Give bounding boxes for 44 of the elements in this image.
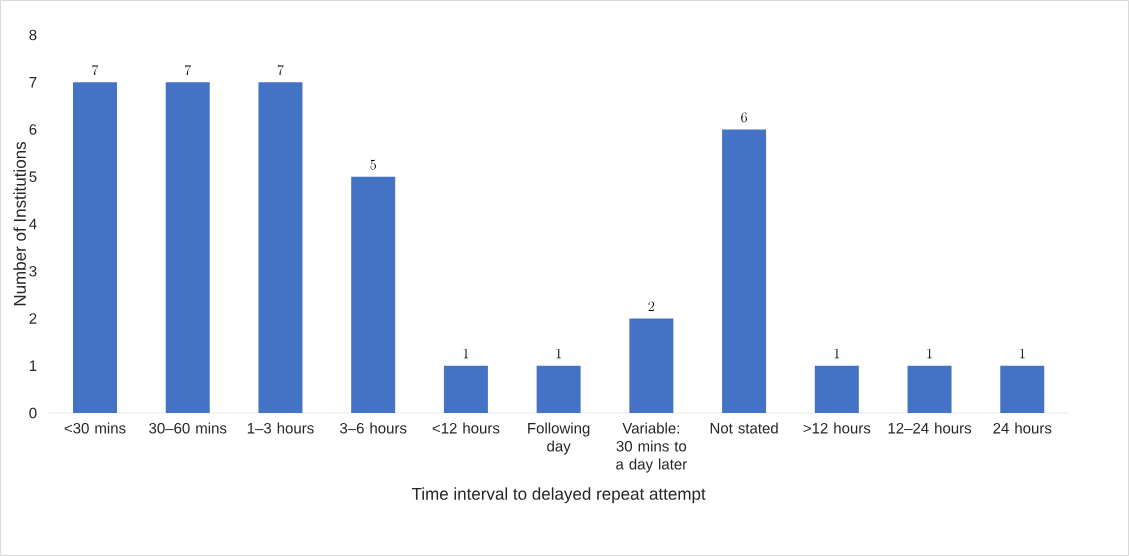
data-label: 6	[741, 112, 748, 123]
data-label: 2	[648, 301, 655, 311]
data-label: 1	[463, 348, 469, 359]
x-tick-label: 24 hours	[993, 422, 1052, 434]
bar	[258, 82, 303, 413]
x-tick-label: <30 mins	[64, 422, 126, 434]
bar	[536, 365, 581, 413]
bar	[722, 129, 767, 413]
data-label: 7	[277, 64, 284, 76]
x-tick-label: Following day	[528, 422, 590, 455]
bar	[165, 82, 210, 413]
y-tick-label: 8	[29, 29, 37, 41]
bar	[443, 365, 488, 413]
bar	[814, 365, 859, 413]
x-tick-label: 30–60 mins	[149, 422, 227, 434]
data-label: 7	[92, 64, 99, 76]
data-label: 1	[927, 348, 932, 359]
x-tick-label: 1–3 hours	[247, 422, 314, 434]
bar	[73, 82, 118, 413]
y-axis-title: Number of Institutions	[13, 141, 26, 306]
y-tick-label: 0	[29, 407, 37, 419]
bar	[351, 176, 396, 413]
x-tick-label: Variable: 30 mins to a day later	[616, 422, 687, 473]
bar	[1000, 365, 1045, 413]
bar	[629, 318, 674, 413]
y-tick-label: 3	[29, 265, 37, 277]
y-tick-label: 1	[29, 360, 37, 371]
x-tick-label: >12 hours	[803, 422, 871, 434]
y-tick-label: 2	[29, 313, 37, 324]
data-label: 7	[185, 64, 192, 76]
x-tick-label: 12–24 hours	[888, 422, 972, 434]
y-tick-label: 6	[29, 124, 37, 135]
x-tick-label: 3–6 hours	[339, 422, 407, 434]
data-label: 5	[370, 159, 376, 170]
x-tick-label: Not stated	[710, 422, 778, 434]
bar	[907, 365, 952, 413]
x-tick-label: <12 hours	[432, 422, 500, 434]
data-label: 1	[834, 348, 840, 359]
data-label: 1	[556, 348, 562, 359]
data-label: 1	[1020, 348, 1025, 359]
y-tick-label: 5	[29, 171, 37, 182]
y-tick-label: 4	[29, 218, 37, 230]
x-axis-title: Time interval to delayed repeat attempt	[411, 487, 706, 504]
y-tick-label: 7	[29, 77, 37, 88]
